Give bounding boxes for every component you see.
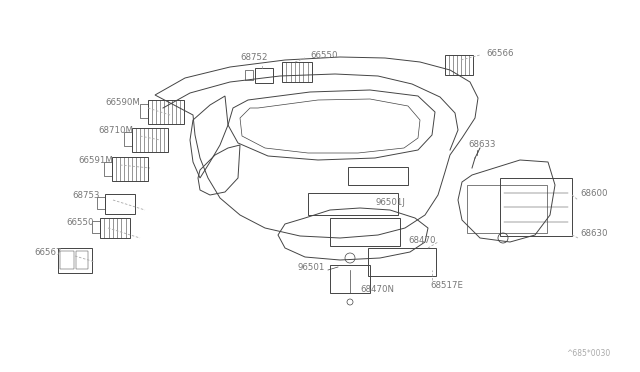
Bar [140,104,148,118]
Bar [330,265,370,293]
Text: 68517E: 68517E [430,280,463,289]
Text: 66591M: 66591M [78,155,113,164]
Bar [100,218,130,238]
Bar [467,185,547,233]
Bar [132,128,168,152]
Bar [60,251,74,269]
Text: 68752: 68752 [240,52,268,61]
Text: 66566: 66566 [486,48,513,58]
Bar [445,55,473,75]
Bar [112,157,148,181]
Text: 96501J: 96501J [375,198,405,206]
Bar [255,68,273,83]
Bar [92,221,100,233]
Text: 68710M: 68710M [98,125,133,135]
Text: 68600: 68600 [580,189,607,198]
Bar [308,193,398,215]
Text: ^685*0030: ^685*0030 [566,349,610,358]
Bar [368,248,436,276]
Text: 66590M: 66590M [105,97,140,106]
Text: 68753: 68753 [72,190,99,199]
Bar [348,167,408,185]
Text: 66550: 66550 [66,218,93,227]
Bar [500,178,572,236]
Text: 68633: 68633 [468,140,495,148]
Bar [124,132,132,146]
Text: 66550: 66550 [310,51,337,60]
Text: 68470N: 68470N [360,285,394,295]
Bar [58,248,92,273]
Text: 66567: 66567 [34,247,61,257]
Bar [104,162,112,176]
Bar [330,218,400,246]
Text: 68630: 68630 [580,228,607,237]
Bar [76,251,88,269]
Bar [148,100,184,124]
Bar [282,62,312,82]
Bar [105,194,135,214]
Bar [245,70,253,80]
Text: 96501: 96501 [298,263,325,273]
Bar [97,197,105,209]
Text: 68470: 68470 [408,235,435,244]
